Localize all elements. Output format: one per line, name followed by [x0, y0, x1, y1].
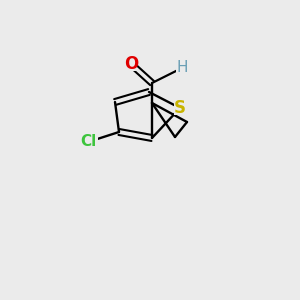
Text: Cl: Cl: [80, 134, 96, 149]
Text: H: H: [176, 61, 188, 76]
FancyBboxPatch shape: [78, 135, 98, 149]
FancyBboxPatch shape: [176, 61, 188, 75]
FancyBboxPatch shape: [125, 57, 137, 71]
FancyBboxPatch shape: [174, 101, 186, 115]
Text: S: S: [174, 99, 186, 117]
Text: O: O: [124, 55, 138, 73]
